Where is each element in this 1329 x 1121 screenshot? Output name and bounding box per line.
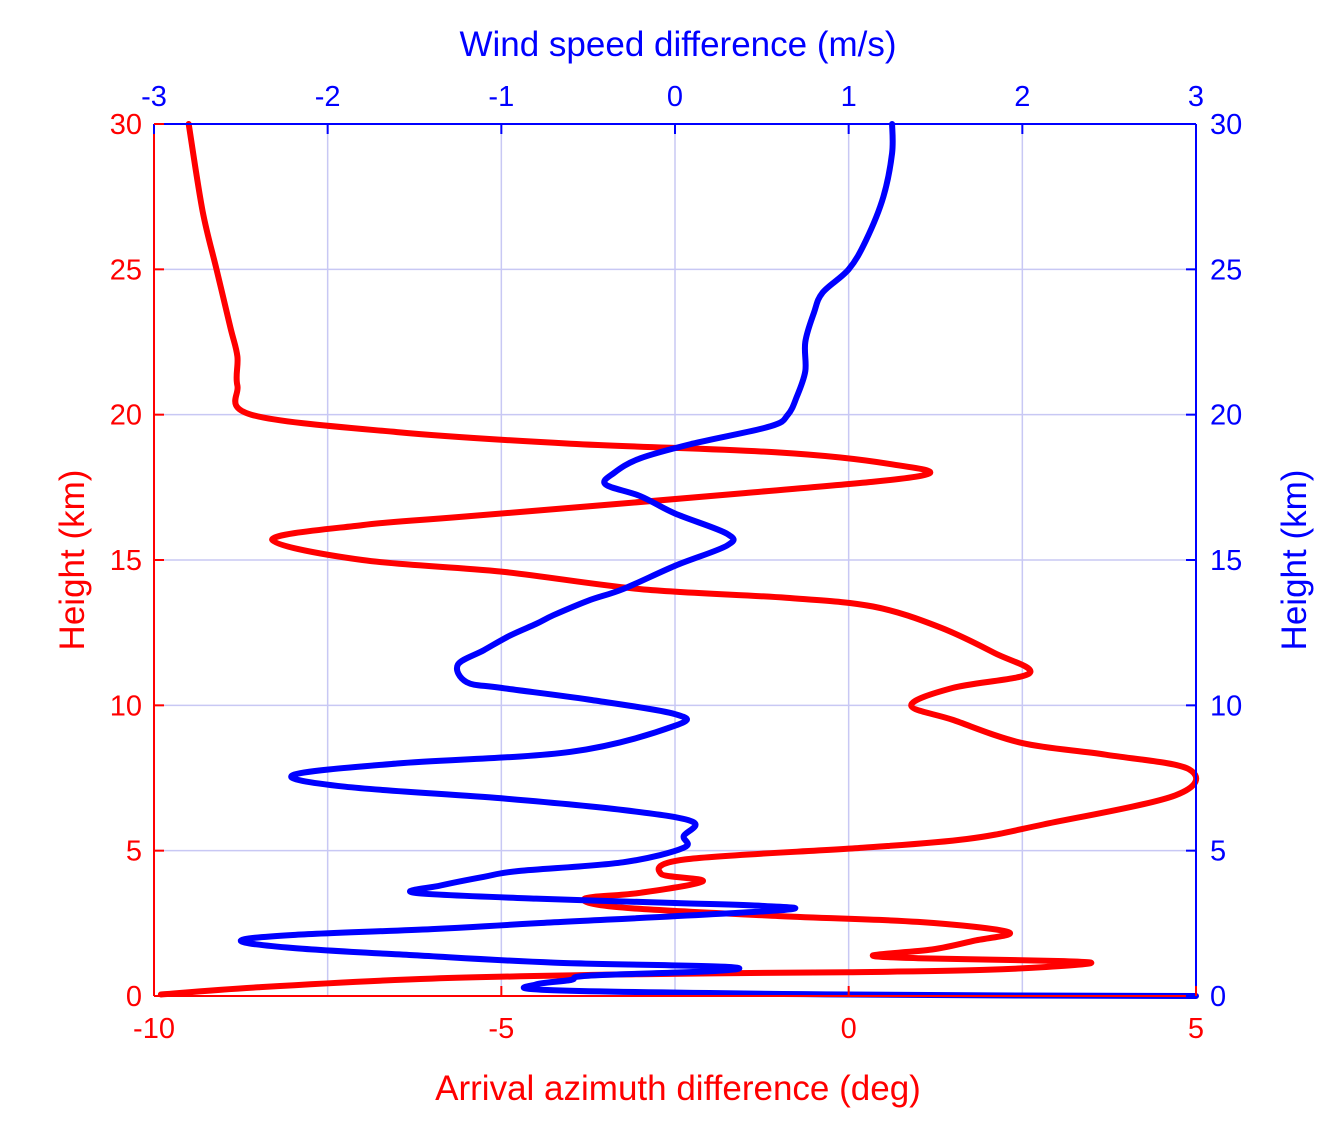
left-tick-label: 25 — [110, 254, 142, 286]
left-tick-label: 15 — [110, 545, 142, 577]
left-tick-label: 0 — [126, 981, 142, 1013]
top-tick-label: -3 — [141, 81, 167, 113]
left-tick-label: 30 — [110, 109, 142, 141]
right-tick-label: 15 — [1210, 545, 1242, 577]
top-tick-label: 2 — [1014, 81, 1030, 113]
wind-speed-difference-line — [237, 121, 1199, 999]
bottom-tick-label: 0 — [841, 1013, 857, 1045]
top-tick-label: 3 — [1188, 81, 1204, 113]
arrival-azimuth-difference-line — [157, 121, 1200, 998]
right-tick-label: 0 — [1210, 981, 1226, 1013]
right-tick-label: 20 — [1210, 400, 1242, 432]
bottom-tick-label: -5 — [488, 1013, 514, 1045]
series-lines — [157, 121, 1200, 999]
bottom-tick-label: -10 — [133, 1013, 175, 1045]
top-tick-label: -1 — [488, 81, 514, 113]
bottom-tick-label: 5 — [1188, 1013, 1204, 1045]
top-tick-label: -2 — [315, 81, 341, 113]
left-tick-label: 20 — [110, 400, 142, 432]
top-tick-label: 0 — [667, 81, 683, 113]
left-axis-title: Height (km) — [53, 470, 92, 651]
left-tick-label: 10 — [110, 690, 142, 722]
left-tick-label: 5 — [126, 836, 142, 868]
right-tick-label: 5 — [1210, 836, 1226, 868]
right-axis-title: Height (km) — [1275, 470, 1314, 651]
top-tick-label: 1 — [841, 81, 857, 113]
bottom-axis-title: Arrival azimuth difference (deg) — [435, 1069, 921, 1108]
top-axis-title: Wind speed difference (m/s) — [459, 25, 896, 64]
right-tick-label: 30 — [1210, 109, 1242, 141]
right-tick-label: 10 — [1210, 690, 1242, 722]
right-tick-label: 25 — [1210, 254, 1242, 286]
